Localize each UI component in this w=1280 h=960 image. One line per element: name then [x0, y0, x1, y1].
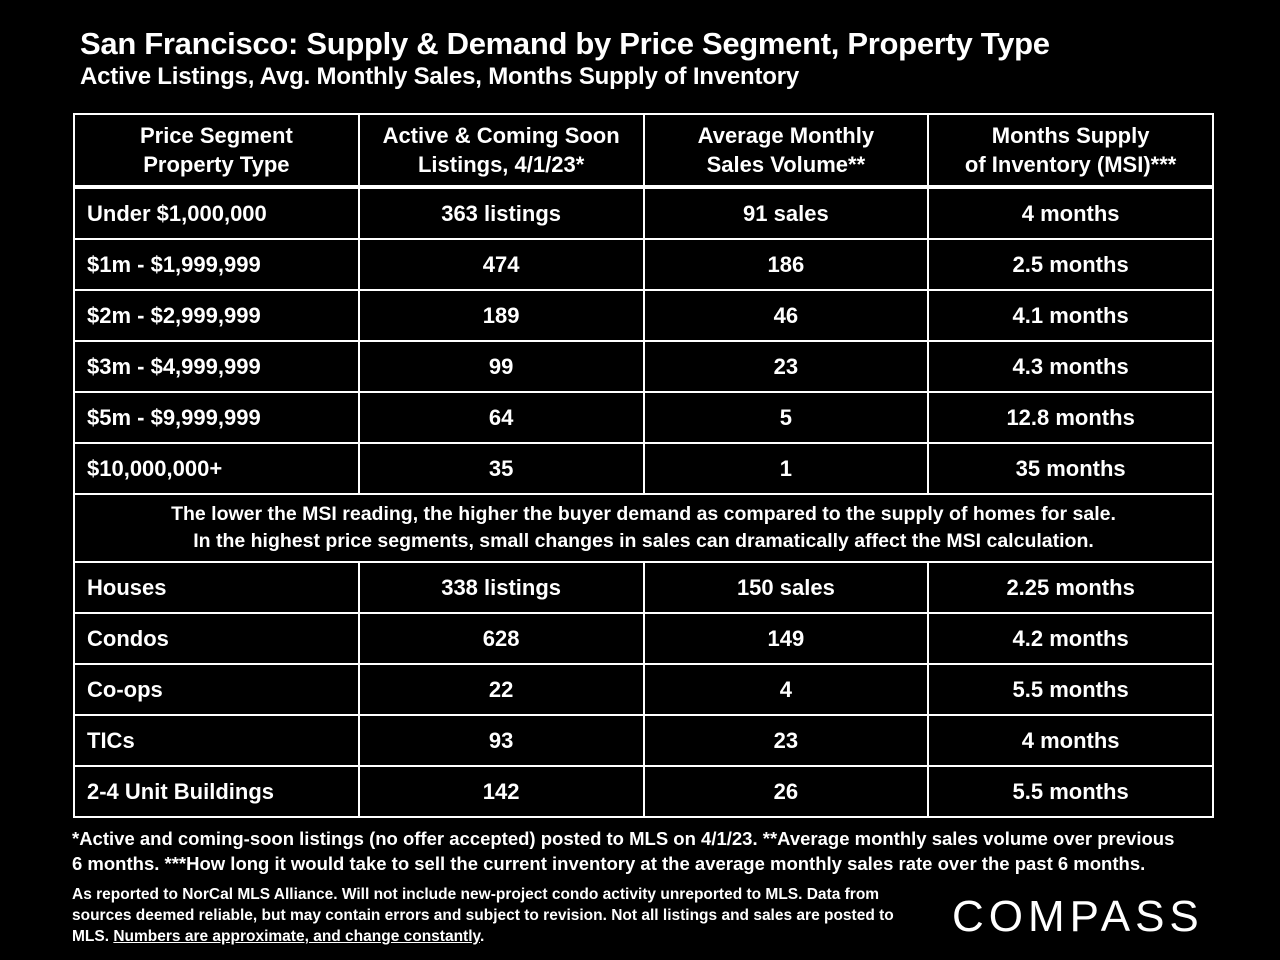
compass-logo: COMPASS: [952, 892, 1204, 941]
row-sales: 4: [642, 663, 930, 716]
row-sales: 23: [642, 340, 930, 393]
row-listings: 35: [357, 442, 645, 495]
table-row: $10,000,000+ 35 1 35 months: [73, 442, 1214, 495]
row-sales: 1: [642, 442, 930, 495]
row-sales: 5: [642, 391, 930, 444]
property-type-rows: Houses 338 listings 150 sales 2.25 months Co…: [73, 561, 1214, 818]
table-row: Co-ops 22 4 5.5 months: [73, 663, 1214, 716]
row-label: TICs: [73, 714, 360, 767]
msi-note: The lower the MSI reading, the higher th…: [73, 493, 1214, 563]
row-msi: 5.5 months: [927, 765, 1214, 818]
table-row: Condos 628 149 4.2 months: [73, 612, 1214, 665]
row-msi: 2.25 months: [927, 561, 1214, 614]
row-listings: 22: [357, 663, 645, 716]
row-msi: 4 months: [927, 186, 1214, 240]
page-subtitle: Active Listings, Avg. Monthly Sales, Mon…: [80, 63, 800, 90]
row-sales: 23: [642, 714, 930, 767]
disclaimer-underlined: Numbers are approximate, and change cons…: [113, 928, 480, 945]
header-active-listings: Active & Coming Soon Listings, 4/1/23*: [357, 113, 645, 189]
row-msi: 35 months: [927, 442, 1214, 495]
row-listings: 189: [357, 289, 645, 342]
header-price-segment: Price Segment Property Type: [73, 113, 360, 189]
row-listings: 474: [357, 238, 645, 291]
row-msi: 4.3 months: [927, 340, 1214, 393]
row-msi: 12.8 months: [927, 391, 1214, 444]
table-row: $5m - $9,999,999 64 5 12.8 months: [73, 391, 1214, 444]
table-row: Under $1,000,000 363 listings 91 sales 4 mo…: [73, 186, 1214, 240]
row-msi: 5.5 months: [927, 663, 1214, 716]
page-title: San Francisco: Supply & Demand by Price …: [80, 26, 1050, 61]
row-label: Condos: [73, 612, 360, 665]
row-listings: 363 listings: [357, 186, 645, 240]
row-listings: 628: [357, 612, 645, 665]
row-sales: 150 sales: [642, 561, 930, 614]
row-sales: 91 sales: [642, 186, 930, 240]
row-label: Houses: [73, 561, 360, 614]
row-listings: 99: [357, 340, 645, 393]
row-msi: 4 months: [927, 714, 1214, 767]
header-msi: Months Supply of Inventory (MSI)***: [927, 113, 1214, 189]
row-sales: 186: [642, 238, 930, 291]
row-label: 2-4 Unit Buildings: [73, 765, 360, 818]
row-label: $10,000,000+: [73, 442, 360, 495]
table-row: TICs 93 23 4 months: [73, 714, 1214, 767]
header-monthly-sales: Average Monthly Sales Volume**: [642, 113, 930, 189]
price-segment-rows: Under $1,000,000 363 listings 91 sales 4 mo…: [73, 186, 1214, 495]
table-header-row: Price Segment Property Type Active & Comi…: [73, 113, 1214, 189]
row-label: Co-ops: [73, 663, 360, 716]
table-row: $3m - $4,999,999 99 23 4.3 months: [73, 340, 1214, 393]
disclaimer: As reported to NorCal MLS Alliance. Will…: [72, 886, 894, 945]
row-listings: 93: [357, 714, 645, 767]
row-listings: 64: [357, 391, 645, 444]
row-msi: 4.1 months: [927, 289, 1214, 342]
row-label: Under $1,000,000: [73, 186, 360, 240]
row-label: $1m - $1,999,999: [73, 238, 360, 291]
footnote: *Active and coming-soon listings (no off…: [72, 828, 1175, 874]
table-row: 2-4 Unit Buildings 142 26 5.5 months: [73, 765, 1214, 818]
row-sales: 46: [642, 289, 930, 342]
msi-note-row: The lower the MSI reading, the higher th…: [73, 493, 1214, 563]
table-row: Houses 338 listings 150 sales 2.25 months: [73, 561, 1214, 614]
row-msi: 2.5 months: [927, 238, 1214, 291]
supply-demand-table: Price Segment Property Type Active & Comi…: [73, 113, 1214, 818]
row-label: $5m - $9,999,999: [73, 391, 360, 444]
table-row: $2m - $2,999,999 189 46 4.1 months: [73, 289, 1214, 342]
row-listings: 338 listings: [357, 561, 645, 614]
row-msi: 4.2 months: [927, 612, 1214, 665]
row-sales: 26: [642, 765, 930, 818]
row-sales: 149: [642, 612, 930, 665]
table-row: $1m - $1,999,999 474 186 2.5 months: [73, 238, 1214, 291]
row-label: $2m - $2,999,999: [73, 289, 360, 342]
row-label: $3m - $4,999,999: [73, 340, 360, 393]
row-listings: 142: [357, 765, 645, 818]
